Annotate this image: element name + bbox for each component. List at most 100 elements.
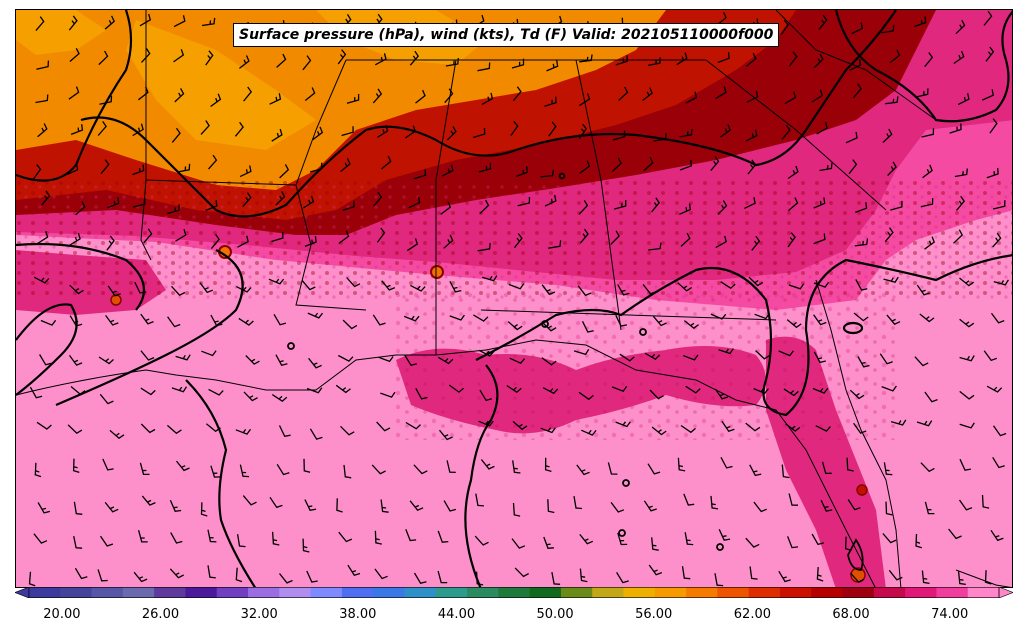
wind-barb <box>653 133 667 142</box>
colorbar-segment <box>467 587 499 598</box>
wind-barb <box>578 123 588 139</box>
wind-barb <box>514 567 530 578</box>
wind-barb <box>173 49 185 63</box>
wind-barb <box>98 50 109 66</box>
wind-barb <box>409 500 424 511</box>
wind-barb <box>853 312 869 322</box>
wind-barb <box>413 169 427 180</box>
florida-east-coast <box>815 279 902 587</box>
wind-barb <box>546 60 559 72</box>
wind-barb <box>169 500 182 513</box>
colorbar-segment <box>122 587 155 598</box>
colorbar-tick-label: 32.00 <box>240 607 278 622</box>
wind-barb <box>648 564 663 576</box>
wind-barb <box>780 19 789 35</box>
wind-barb <box>132 123 144 137</box>
wind-barb <box>307 312 324 319</box>
wind-barb <box>581 321 594 333</box>
wind-barb <box>959 277 975 287</box>
wind-barb <box>885 501 893 516</box>
storm-cell <box>430 265 444 279</box>
colorbar-segment <box>373 587 405 598</box>
wind-barb <box>541 357 557 366</box>
wind-barb <box>573 348 590 356</box>
wind-barb <box>983 10 993 26</box>
colorbar-tick-label: 38.00 <box>339 607 377 622</box>
wind-barb <box>75 201 86 216</box>
wind-barb <box>578 200 589 215</box>
wind-barb <box>68 355 83 366</box>
wind-barb <box>854 238 869 247</box>
wind-barb <box>548 121 557 137</box>
wind-barb <box>302 55 312 71</box>
wind-barb <box>819 162 833 172</box>
wind-barb <box>343 464 352 479</box>
colorbar-segment <box>404 587 437 598</box>
wind-barb <box>781 124 791 140</box>
wind-barb <box>73 535 83 549</box>
colorbar-segment <box>310 587 343 598</box>
wind-barb <box>786 319 802 329</box>
wind-barb <box>851 22 864 35</box>
wind-barb <box>813 314 827 326</box>
wind-barb <box>745 537 760 548</box>
wind-barb <box>715 86 727 100</box>
wind-barb <box>446 460 456 474</box>
colorbar-segment <box>341 587 374 598</box>
wind-barb <box>271 394 288 403</box>
wind-barb <box>69 315 83 327</box>
wind-barb <box>611 385 628 392</box>
map-title: Surface pressure (hPa), wind (kts), Td (… <box>233 23 780 47</box>
colorbar-segment <box>560 587 593 598</box>
wind-barb <box>749 464 762 477</box>
wind-barb <box>302 538 310 553</box>
wind-barb <box>924 501 935 515</box>
wind-barb <box>445 57 459 67</box>
wind-barb <box>720 281 736 290</box>
wind-barb <box>881 385 897 392</box>
wind-barb <box>717 52 730 64</box>
wind-barb <box>335 384 351 394</box>
wind-barb <box>649 389 664 400</box>
colorbar-svg <box>15 587 1013 598</box>
wind-barb <box>710 156 720 172</box>
wind-barb <box>40 319 57 326</box>
wind-barb <box>512 86 522 102</box>
wind-barb <box>205 50 214 66</box>
colorbar-tick-label: 62.00 <box>733 607 771 622</box>
wind-barb <box>337 354 354 362</box>
wind-barb <box>140 387 156 396</box>
wind-barb <box>237 235 249 248</box>
wind-barb <box>140 350 155 361</box>
wind-barb <box>167 204 180 215</box>
colorbar-tick-label: 50.00 <box>536 607 574 622</box>
dewpoint-map <box>16 10 1012 587</box>
wind-barb <box>753 388 769 395</box>
wind-barb <box>717 200 728 215</box>
wind-barb <box>408 196 421 209</box>
wind-barb <box>210 234 220 250</box>
wind-barb <box>785 423 801 432</box>
wind-barb <box>615 421 631 428</box>
wind-barb <box>611 157 622 172</box>
wind-barb <box>846 457 854 472</box>
wind-barb <box>137 530 148 543</box>
colorbar-segment <box>185 587 218 598</box>
wind-barb <box>109 429 125 440</box>
colorbar-segment <box>779 587 812 598</box>
wind-barb <box>171 127 181 143</box>
wind-barb <box>884 227 894 243</box>
wind-barb <box>852 83 862 99</box>
wind-barb <box>480 459 495 470</box>
colorbar-segment <box>717 587 750 598</box>
wind-barb <box>986 385 1003 393</box>
colorbar-segment <box>686 587 718 598</box>
texture-pink <box>396 290 896 440</box>
wind-barb <box>380 155 392 170</box>
wind-barb <box>745 422 761 432</box>
wind-barb <box>992 200 1006 210</box>
wind-barb <box>415 387 428 400</box>
wind-barb <box>97 569 108 582</box>
wind-barb <box>643 157 654 172</box>
colorbar-tick-label: 68.00 <box>832 607 870 622</box>
